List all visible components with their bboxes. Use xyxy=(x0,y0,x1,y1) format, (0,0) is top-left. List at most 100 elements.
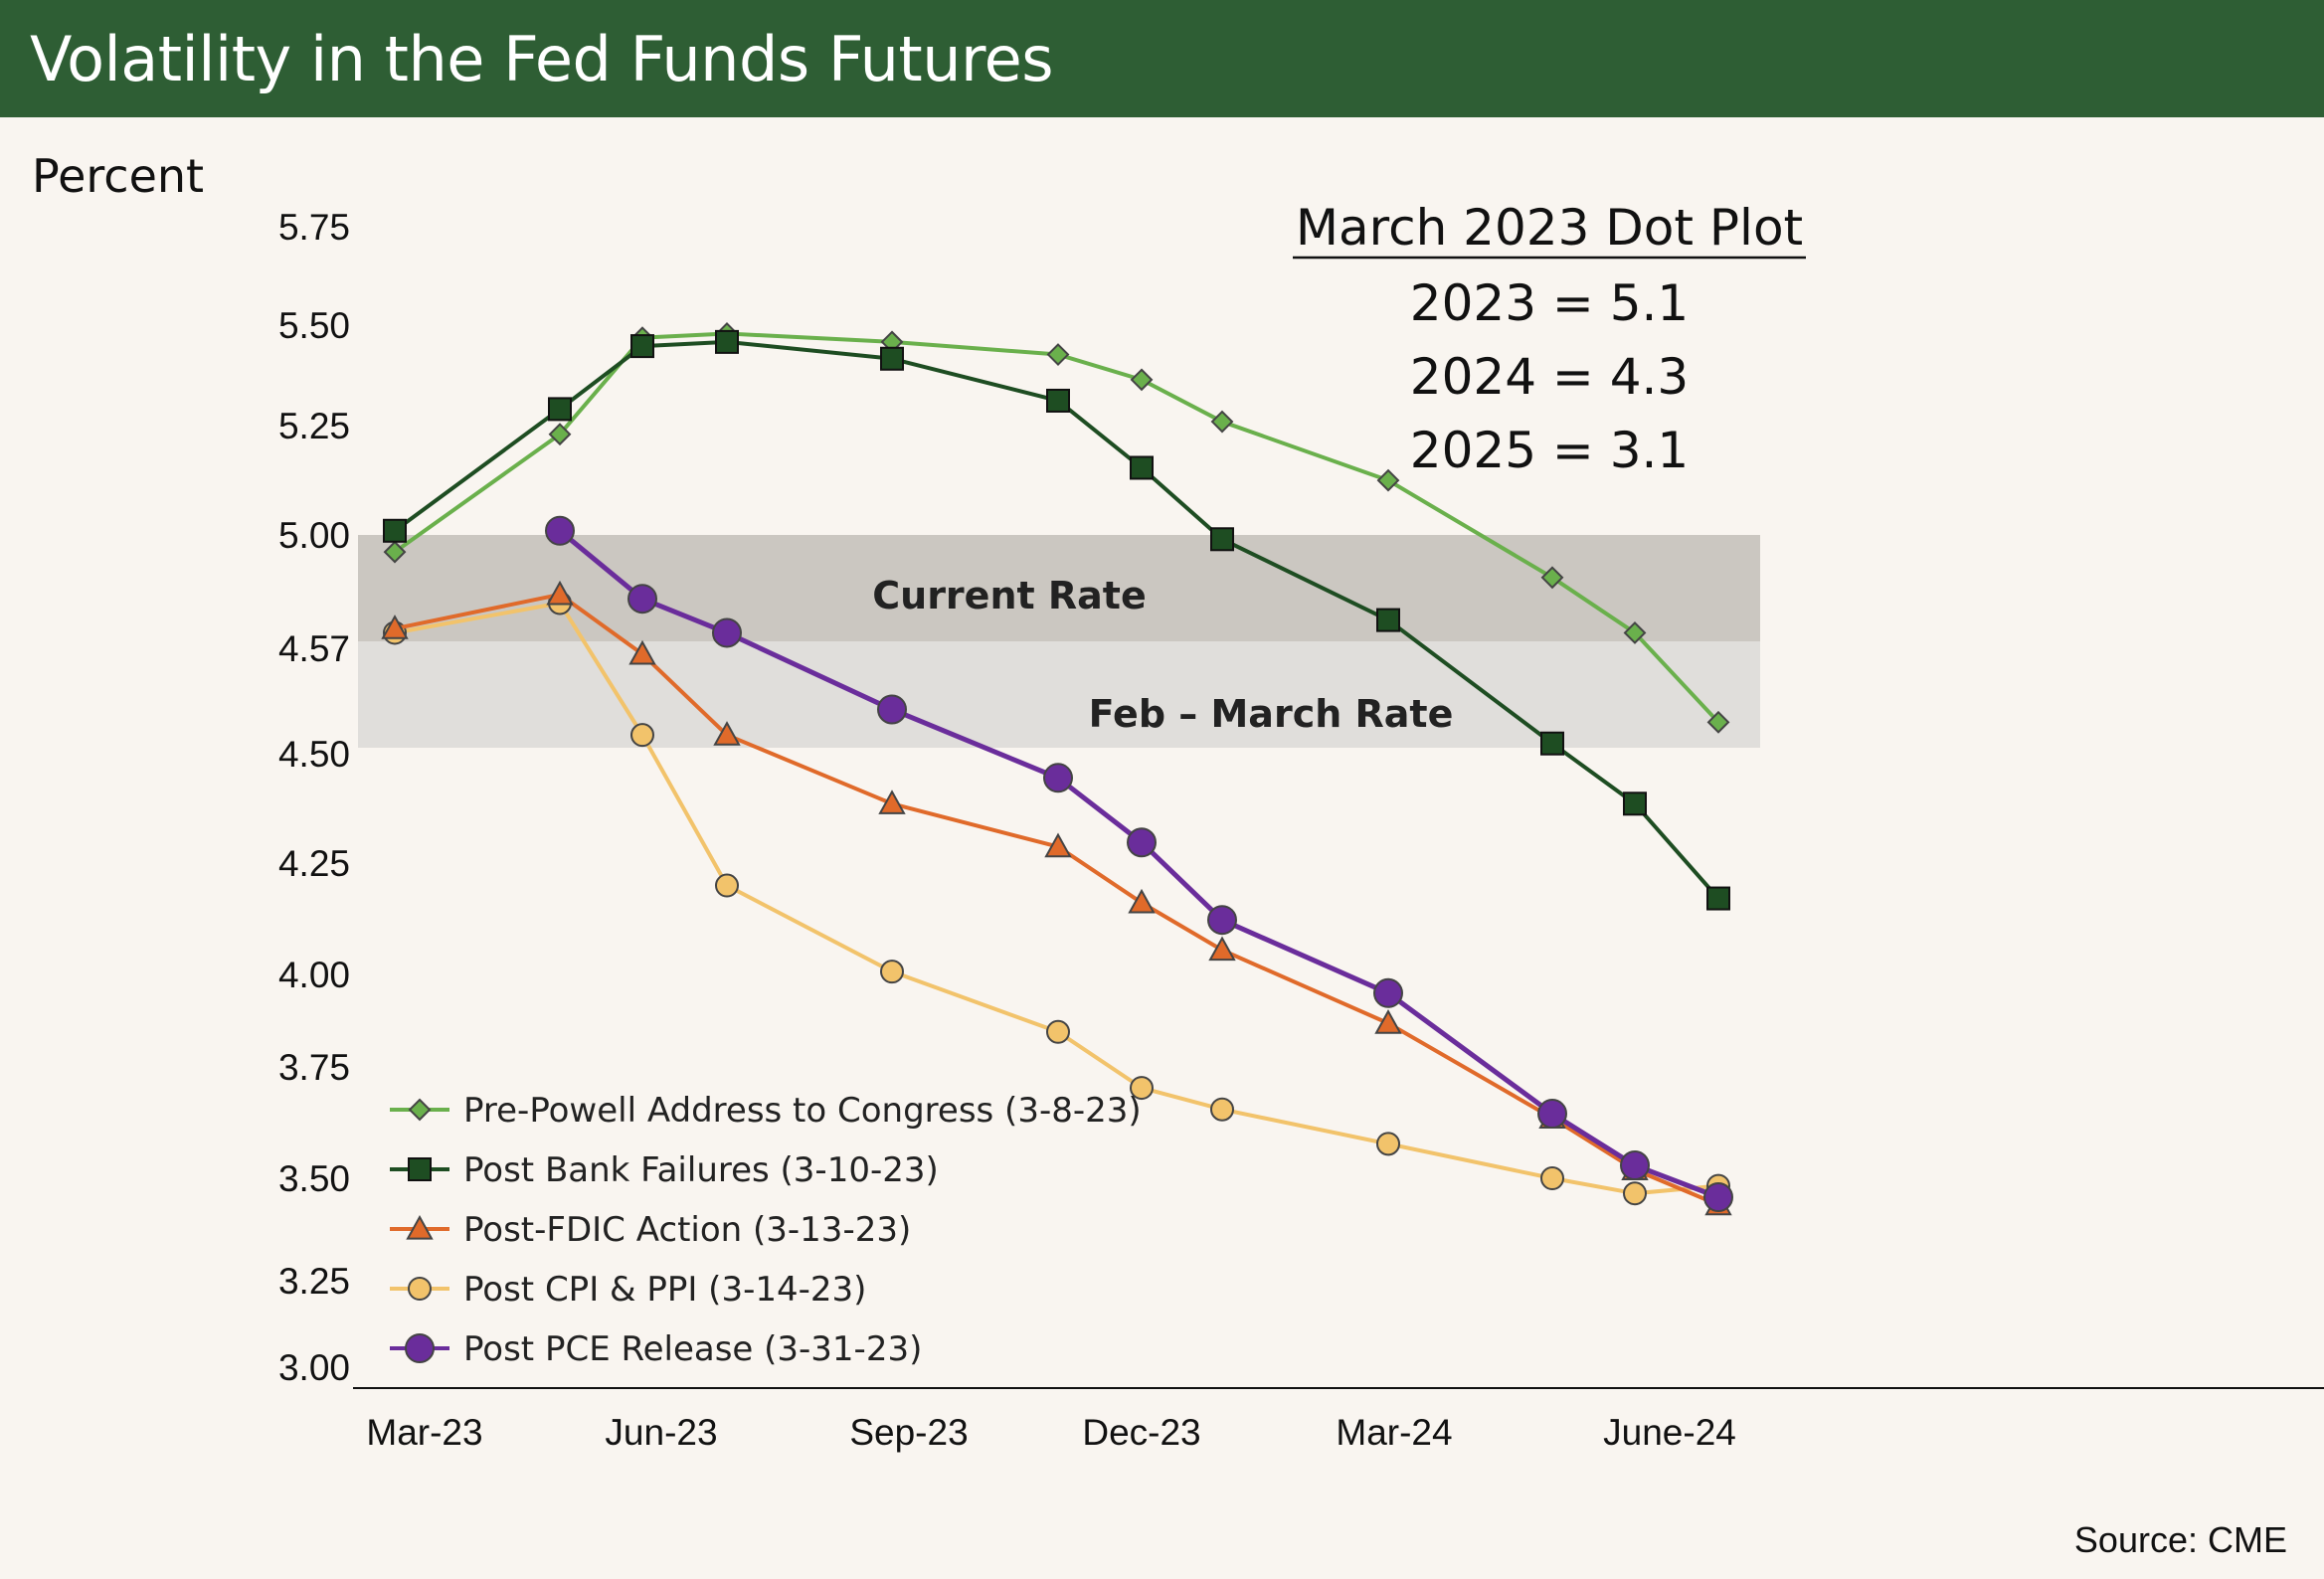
dot-plot-line: 2024 = 4.3 xyxy=(1410,348,1689,406)
point-circle xyxy=(877,694,907,725)
point-triangle xyxy=(878,790,906,814)
x-tick-label: June-24 xyxy=(1603,1412,1736,1453)
point-square xyxy=(1210,527,1234,552)
y-tick-label: 5.25 xyxy=(278,406,350,446)
point-square xyxy=(880,346,904,371)
point-circle xyxy=(1046,1019,1070,1044)
point-circle xyxy=(627,584,657,614)
point-triangle xyxy=(406,1214,434,1240)
point-circle xyxy=(1207,905,1237,936)
point-diamond xyxy=(1706,710,1730,734)
band-feb-march-rate xyxy=(358,641,1760,748)
y-tick-label: 3.25 xyxy=(278,1261,350,1302)
y-tick-label: 4.25 xyxy=(278,843,350,884)
band-label-current-rate: Current Rate xyxy=(872,574,1146,617)
point-circle xyxy=(408,1277,432,1301)
x-tick-label: Sep-23 xyxy=(849,1412,968,1453)
x-tick-label: Mar-23 xyxy=(366,1412,482,1453)
point-circle xyxy=(545,515,575,546)
point-circle xyxy=(1537,1099,1567,1130)
point-triangle xyxy=(1208,936,1236,962)
point-diamond xyxy=(1623,621,1647,644)
point-triangle xyxy=(1044,832,1072,858)
y-tick-label: 3.75 xyxy=(278,1047,350,1088)
y-tick-label: 4.50 xyxy=(278,734,350,775)
point-circle xyxy=(1540,1166,1564,1190)
point-diamond xyxy=(1210,410,1234,434)
point-triangle xyxy=(628,639,656,665)
dot-plot-line: 2025 = 3.1 xyxy=(1410,422,1689,479)
point-diamond xyxy=(408,1098,432,1122)
point-triangle xyxy=(713,721,741,746)
dot-plot-title: March 2023 Dot Plot xyxy=(1296,199,1803,257)
y-tick-label: 5.75 xyxy=(278,207,350,248)
point-square xyxy=(1130,455,1154,480)
point-circle xyxy=(712,617,742,648)
x-tick-label: Dec-23 xyxy=(1082,1412,1200,1453)
source-note: Source: CME xyxy=(2073,1519,2287,1560)
header-banner: Volatility in the Fed Funds Futures xyxy=(0,0,2324,117)
point-diamond xyxy=(1376,468,1400,492)
legend-label: Pre-Powell Address to Congress (3-8-23) xyxy=(463,1091,1142,1131)
x-tick-label: Jun-23 xyxy=(605,1412,717,1453)
legend-item: Pre-Powell Address to Congress (3-8-23) xyxy=(390,1091,1142,1131)
point-square xyxy=(1623,791,1647,816)
point-circle xyxy=(1620,1150,1650,1181)
point-circle xyxy=(715,873,739,898)
point-square xyxy=(1046,388,1070,413)
point-square xyxy=(383,518,407,543)
point-triangle xyxy=(1374,1009,1402,1034)
y-tick-label: 5.00 xyxy=(278,515,350,556)
point-circle xyxy=(880,960,904,984)
point-diamond xyxy=(1540,566,1564,590)
point-circle xyxy=(1373,977,1403,1008)
point-circle xyxy=(1043,763,1073,793)
y-axis-label: Percent xyxy=(32,149,205,203)
legend-label: Post Bank Failures (3-10-23) xyxy=(463,1150,939,1190)
series-1 xyxy=(383,329,1730,911)
point-circle xyxy=(1623,1181,1647,1206)
y-tick-label: 3.50 xyxy=(278,1158,350,1199)
legend-item: Post PCE Release (3-31-23) xyxy=(390,1329,922,1369)
x-tick-label: Mar-24 xyxy=(1336,1412,1452,1453)
point-circle xyxy=(1376,1132,1400,1156)
point-diamond xyxy=(548,423,572,446)
y-tick-label: 4.00 xyxy=(278,955,350,995)
point-square xyxy=(1540,731,1564,756)
point-circle xyxy=(1210,1097,1234,1122)
point-circle xyxy=(1703,1182,1733,1212)
page-title: Volatility in the Fed Funds Futures xyxy=(30,23,1054,95)
series-4 xyxy=(545,515,1733,1212)
point-diamond xyxy=(1130,368,1154,392)
y-tick-label: 3.00 xyxy=(278,1347,350,1388)
legend-item: Post-FDIC Action (3-13-23) xyxy=(390,1210,911,1250)
series-0 xyxy=(383,322,1730,734)
point-square xyxy=(1376,608,1400,632)
legend-label: Post PCE Release (3-31-23) xyxy=(463,1329,922,1369)
series-line xyxy=(393,339,1720,900)
point-square xyxy=(548,397,572,422)
point-square xyxy=(715,329,739,354)
point-circle xyxy=(1130,1076,1154,1101)
point-diamond xyxy=(383,540,407,564)
point-triangle xyxy=(546,580,574,606)
dot-plot-line: 2023 = 5.1 xyxy=(1410,274,1689,332)
legend-item: Post Bank Failures (3-10-23) xyxy=(390,1150,939,1190)
legend-label: Post-FDIC Action (3-13-23) xyxy=(463,1210,911,1250)
y-tick-label: 5.50 xyxy=(278,305,350,346)
point-triangle xyxy=(1128,888,1156,914)
point-square xyxy=(630,334,654,359)
point-circle xyxy=(405,1333,435,1363)
legend-item: Post CPI & PPI (3-14-23) xyxy=(390,1270,866,1310)
series-line xyxy=(394,592,1719,1207)
point-circle xyxy=(630,723,654,748)
point-square xyxy=(408,1157,432,1181)
band-label-feb-march-rate: Feb – March Rate xyxy=(1089,692,1454,736)
series-line xyxy=(393,331,1720,724)
series-line xyxy=(394,601,1719,1196)
y-tick-label: 4.57 xyxy=(278,628,350,669)
band-current-rate xyxy=(358,535,1760,641)
point-diamond xyxy=(1046,343,1070,366)
legend-label: Post CPI & PPI (3-14-23) xyxy=(463,1270,866,1310)
